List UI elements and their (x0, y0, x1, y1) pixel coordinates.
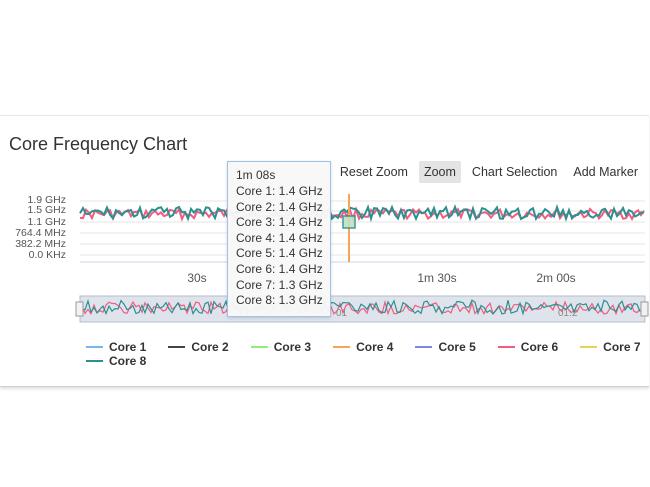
series-line-core-8 (79, 204, 645, 223)
navigator-label: 01 (336, 308, 348, 319)
legend-item-core-3[interactable]: Core 3 (250, 340, 312, 354)
legend-swatch (580, 346, 598, 348)
chart-toolbar: Reset Zoom Zoom Chart Selection Add Mark… (335, 161, 643, 183)
tooltip-row: Core 8: 1.3 GHz (236, 293, 323, 308)
x-tick-label: 30s (187, 271, 206, 285)
legend-swatch (168, 346, 186, 348)
legend-label: Core 1 (109, 340, 147, 354)
legend-label: Core 7 (603, 340, 641, 354)
hover-tooltip: 1m 08s Core 1: 1.4 GHz Core 2: 1.4 GHz C… (227, 161, 331, 317)
x-tick-label: 1m 30s (417, 271, 456, 285)
chart-legend: Core 1 Core 2 Core 3 Core 4 Core 5 Core … (86, 340, 646, 368)
tooltip-row: Core 2: 1.4 GHz (236, 199, 323, 214)
y-tick-label: 1.5 GHz (27, 204, 66, 216)
navigator-series-core-8 (81, 298, 641, 316)
legend-swatch (250, 346, 268, 348)
y-tick-label: 764.4 MHz (15, 227, 66, 239)
legend-label: Core 6 (520, 340, 559, 354)
legend-swatch (415, 346, 433, 348)
legend-item-core-7[interactable]: Core 7 (580, 340, 641, 354)
legend-label: Core 8 (109, 354, 147, 368)
tooltip-row: Core 3: 1.4 GHz (236, 215, 323, 230)
tooltip-row: Core 6: 1.4 GHz (236, 261, 323, 276)
legend-label: Core 5 (438, 340, 476, 354)
y-tick-label: 0.0 KHz (28, 249, 66, 261)
navigator-left-handle[interactable] (75, 301, 84, 317)
tooltip-row: Core 4: 1.4 GHz (236, 230, 323, 245)
chart-title: Core Frequency Chart (9, 134, 188, 154)
legend-item-core-6[interactable]: Core 6 (497, 340, 559, 354)
legend-item-core-4[interactable]: Core 4 (333, 340, 393, 354)
frequency-plot[interactable]: 30s 1m 30s 2m 00s 01 01:2 (0, 116, 649, 338)
chart-selection-button[interactable]: Chart Selection (471, 165, 558, 179)
legend-swatch (86, 360, 103, 362)
reset-zoom-button[interactable]: Reset Zoom (339, 165, 408, 179)
legend-item-core-8[interactable]: Core 8 (86, 354, 146, 368)
legend-swatch (333, 346, 351, 348)
tooltip-time: 1m 08s (236, 168, 276, 182)
legend-item-core-1[interactable]: Core 1 (86, 340, 146, 354)
navigator-right-handle[interactable] (640, 301, 649, 317)
legend-label: Core 2 (191, 340, 229, 354)
zoom-button[interactable]: Zoom (418, 161, 461, 183)
hover-point-marker (342, 215, 356, 229)
y-tick-label: 1.9 GHz (27, 194, 66, 206)
legend-label: Core 4 (356, 340, 394, 354)
tooltip-row: Core 1: 1.4 GHz (236, 184, 323, 198)
add-marker-button[interactable]: Add Marker (573, 165, 638, 179)
y-tick-label: 1.1 GHz (27, 216, 66, 228)
legend-swatch (497, 346, 515, 348)
y-tick-label: 382.2 MHz (15, 238, 66, 250)
legend-item-core-5[interactable]: Core 5 (415, 340, 476, 354)
grid-lines (80, 200, 645, 256)
tooltip-row: Core 7: 1.3 GHz (236, 277, 323, 292)
legend-label: Core 3 (273, 340, 312, 354)
legend-item-core-2[interactable]: Core 2 (168, 340, 229, 354)
chart-card: Core Frequency Chart Reset Zoom Zoom Cha… (0, 115, 649, 387)
x-tick-label: 2m 00s (536, 271, 575, 285)
navigator-label: 01:2 (558, 308, 578, 319)
legend-swatch (86, 346, 103, 348)
tooltip-row: Core 5: 1.4 GHz (236, 246, 323, 261)
